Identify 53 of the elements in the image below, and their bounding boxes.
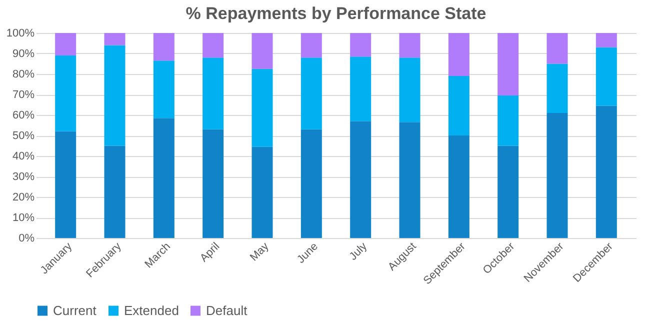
bar [202, 58, 224, 130]
y-tick-label: 10% [12, 212, 35, 224]
x-tick-label: July [347, 240, 370, 263]
bar [202, 129, 224, 238]
bar [55, 56, 76, 132]
bar [300, 33, 322, 58]
bar [546, 33, 568, 64]
bar [546, 112, 568, 238]
bar [104, 33, 126, 46]
bar [498, 96, 519, 146]
bar [448, 76, 470, 136]
y-tick-label: 70% [12, 89, 35, 101]
y-tick-label: 50% [12, 130, 35, 142]
bar [153, 33, 174, 61]
y-tick-label: 40% [12, 150, 35, 162]
bar [55, 131, 76, 238]
bar [498, 146, 519, 238]
bar [300, 58, 322, 130]
bar [153, 60, 174, 118]
bar [596, 47, 617, 106]
bar [350, 33, 372, 57]
legend-label: Default [206, 302, 248, 318]
y-tick-label: 90% [12, 48, 35, 60]
bar [399, 33, 420, 58]
bar [104, 45, 126, 146]
bar [55, 33, 76, 56]
bar [399, 122, 420, 238]
y-tick-label: 30% [12, 171, 35, 183]
bar [596, 33, 617, 48]
bar [202, 33, 224, 58]
bar [596, 106, 617, 238]
legend-label: Extended [124, 302, 179, 318]
x-tick-label: May [248, 240, 272, 264]
bar [448, 136, 470, 238]
bar [546, 64, 568, 113]
bar [153, 118, 174, 238]
y-tick-label: 80% [12, 68, 35, 80]
y-tick-label: 60% [12, 110, 35, 122]
bar [350, 121, 372, 238]
bar [252, 68, 273, 147]
y-tick-label: 0% [18, 232, 35, 244]
bar [399, 58, 420, 122]
bar [300, 129, 322, 238]
bar [350, 56, 372, 122]
y-tick-label: 20% [12, 192, 35, 204]
bar [104, 146, 126, 238]
bar [448, 33, 470, 76]
bar [252, 33, 273, 69]
bar [498, 33, 519, 96]
legend-label: Current [53, 302, 97, 318]
bar [252, 146, 273, 238]
y-tick-label: 100% [6, 28, 35, 40]
chart-title: % Repayments by Performance State [186, 4, 486, 23]
